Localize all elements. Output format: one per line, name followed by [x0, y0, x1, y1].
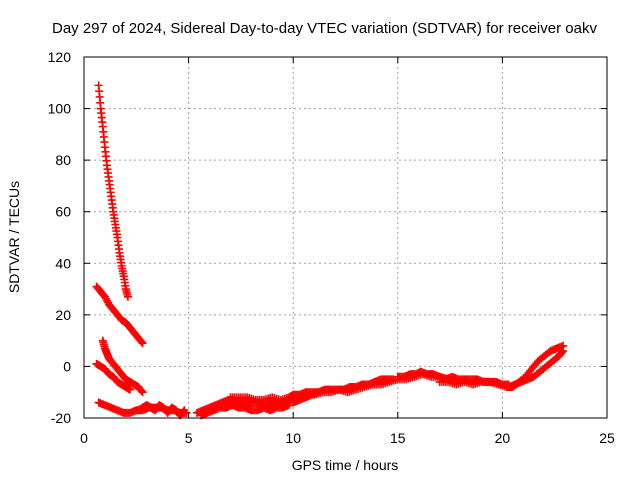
series-arc-4: [92, 359, 135, 394]
y-axis-title: SDTVAR / TECUs: [6, 181, 22, 293]
series-arc-14: [504, 346, 568, 392]
y-tick-label: 40: [55, 255, 71, 271]
x-tick-label: 10: [285, 430, 301, 446]
x-tick-label: 5: [185, 430, 193, 446]
series-arc-6: [134, 401, 189, 420]
series-arc-1: [94, 81, 132, 301]
data-point-marker: [123, 292, 132, 301]
data-point-marker: [559, 346, 568, 355]
data-point-marker: [285, 401, 294, 410]
data-point-marker: [179, 407, 188, 416]
data-point-marker: [137, 337, 146, 346]
x-tick-label: 0: [80, 430, 88, 446]
x-tick-label: 25: [599, 430, 615, 446]
data-points: [92, 81, 568, 420]
x-tick-label: 20: [495, 430, 511, 446]
x-tick-label: 15: [390, 430, 406, 446]
series-arc-2: [92, 282, 147, 348]
chart-title: Day 297 of 2024, Sidereal Day-to-day VTE…: [52, 20, 597, 37]
x-axis-title: GPS time / hours: [292, 457, 399, 473]
y-tick-label: -20: [51, 410, 71, 426]
data-point-marker: [558, 348, 567, 357]
series-arc-8: [197, 401, 294, 420]
axis-ticks: 0 5 10 15 20 25 -20 0 20 40 60 80 100 120: [48, 49, 615, 446]
plot-frame: [83, 56, 608, 419]
series-arc-12: [393, 367, 513, 389]
data-point-marker: [137, 386, 146, 395]
data-point-marker: [138, 339, 147, 348]
y-tick-label: 0: [63, 358, 71, 374]
y-tick-label: 120: [48, 49, 72, 65]
y-tick-label: 100: [48, 101, 72, 117]
y-tick-label: 20: [55, 307, 71, 323]
y-tick-label: 80: [55, 152, 71, 168]
y-tick-label: 60: [55, 204, 71, 220]
grid: [84, 57, 607, 418]
data-point-marker: [180, 406, 189, 415]
data-point-marker: [126, 385, 135, 394]
data-point-marker: [138, 388, 147, 397]
series-arc-3: [98, 336, 147, 397]
